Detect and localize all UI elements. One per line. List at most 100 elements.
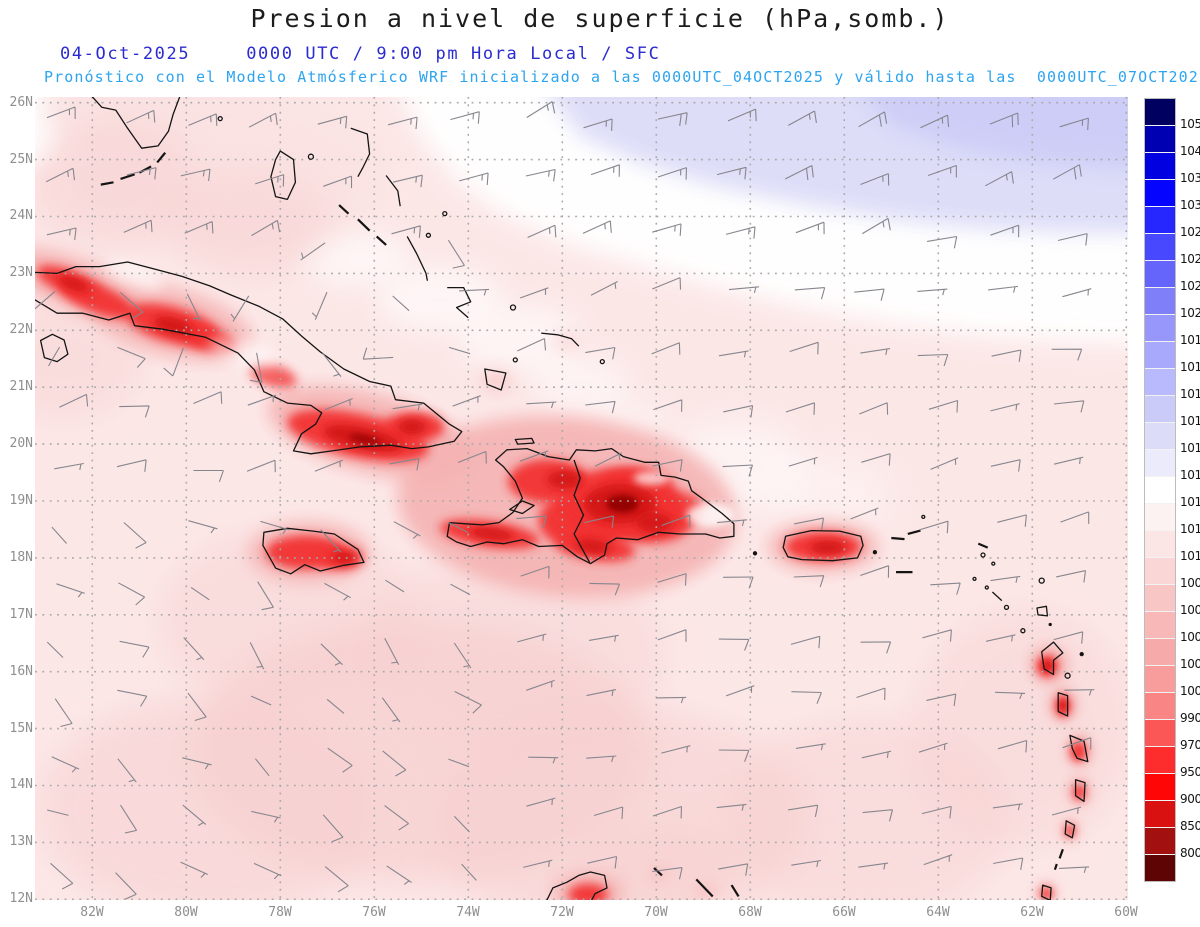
wind-barb (917, 288, 948, 296)
wind-barb (50, 862, 74, 890)
wind-barb (784, 165, 814, 181)
wind-barb (988, 285, 1018, 293)
wind-barb (985, 171, 1014, 187)
wind-barb (1051, 806, 1082, 816)
wind-barb (661, 745, 691, 754)
colorbar-cell (1145, 476, 1175, 503)
wind-barb (1059, 117, 1089, 131)
coast-gonave (509, 500, 535, 515)
colorbar-label-970: 970 (1180, 738, 1200, 752)
wind-barb (584, 515, 615, 528)
wind-barb (386, 865, 412, 885)
islet-dash (1053, 863, 1058, 871)
wind-barb (862, 217, 891, 235)
wind-barb (450, 583, 471, 596)
wind-barb (382, 750, 407, 777)
coast-dominica (1057, 692, 1069, 717)
colorbar-cell (1145, 773, 1175, 800)
wind-barb (46, 106, 76, 120)
wind-barb (594, 452, 623, 467)
colorbar-label-1006: 1006 (1180, 603, 1200, 617)
coast-st-lucia (1074, 779, 1086, 803)
wind-barb (791, 691, 822, 704)
lat-label-17N: 17N (9, 607, 33, 622)
coast-isla-juventud (39, 333, 69, 363)
wind-barb (51, 756, 80, 773)
wind-barb (716, 166, 747, 180)
wind-barb (519, 450, 549, 462)
wind-barb (860, 641, 892, 654)
lat-label-25N: 25N (9, 152, 33, 167)
wind-barb (728, 286, 759, 294)
wind-barb (188, 113, 218, 126)
wind-barbs (35, 101, 1095, 900)
wind-barb (526, 797, 556, 807)
wind-barb (858, 111, 888, 128)
wind-barb (314, 459, 344, 472)
wind-barb (184, 220, 214, 234)
colorbar-cell (1145, 854, 1175, 881)
coast-grenada (1041, 884, 1052, 900)
wind-barb (1051, 348, 1083, 361)
wind-barb (255, 174, 285, 187)
colorbar-label-1040: 1040 (1180, 144, 1200, 158)
wind-barb (454, 691, 482, 714)
wind-barb (1057, 233, 1088, 246)
lon-label-68W: 68W (738, 905, 762, 920)
colorbar-label-1035: 1035 (1180, 171, 1200, 185)
wind-barb (120, 292, 144, 319)
wind-barb (526, 679, 555, 691)
wind-barb (652, 459, 683, 472)
islet (1038, 577, 1045, 584)
wind-barb (183, 637, 205, 661)
wind-barb (391, 225, 421, 238)
wind-barb (250, 695, 272, 706)
wind-barb (861, 750, 892, 759)
wind-barb (722, 464, 754, 477)
wind-barb (324, 866, 349, 893)
wind-barb (126, 109, 156, 124)
wind-barb (922, 629, 952, 642)
colorbar-label-1010: 1010 (1180, 549, 1200, 563)
colorbar-cell (1145, 422, 1175, 449)
wind-barb (322, 814, 344, 843)
wind-barb (587, 855, 618, 869)
wind-barb (656, 696, 687, 704)
colorbar-cell (1145, 692, 1175, 719)
wind-barb (115, 872, 137, 900)
wind-barb (193, 391, 223, 405)
colorbar-cell (1145, 233, 1175, 260)
wind-barb (794, 287, 826, 300)
pressure-shading (35, 97, 1128, 900)
colorbar-cell (1145, 125, 1175, 152)
wind-barb (257, 581, 274, 611)
islet (512, 357, 518, 363)
islet (984, 585, 989, 590)
wind-barb (858, 862, 889, 870)
wind-barb (657, 167, 688, 180)
lat-label-19N: 19N (9, 493, 33, 508)
coast-long-island (406, 236, 429, 281)
coast-guajira (546, 871, 608, 900)
wind-barb (1062, 288, 1092, 298)
coastlines (35, 97, 1089, 900)
wind-barb (249, 642, 265, 670)
wind-barb (182, 804, 207, 826)
islet-dash (357, 218, 371, 232)
wind-barb (1053, 400, 1085, 413)
lat-label-22N: 22N (9, 322, 33, 337)
colorbar-cell (1145, 449, 1175, 476)
coast-martinique (1069, 734, 1089, 763)
colorbar-label-1004: 1004 (1180, 630, 1200, 644)
coast-hispaniola (446, 447, 735, 565)
colorbar-label-1014: 1014 (1180, 468, 1200, 482)
lon-label-70W: 70W (644, 905, 668, 920)
colorbar-cell (1145, 152, 1175, 179)
forecast-date: 04-Oct-2025 (60, 44, 191, 64)
wind-barb (453, 815, 470, 833)
wind-barb (793, 575, 825, 588)
islet (921, 514, 926, 520)
coast-cat-island (385, 175, 401, 207)
coast-tortue (514, 437, 535, 445)
wind-barb (385, 579, 405, 593)
